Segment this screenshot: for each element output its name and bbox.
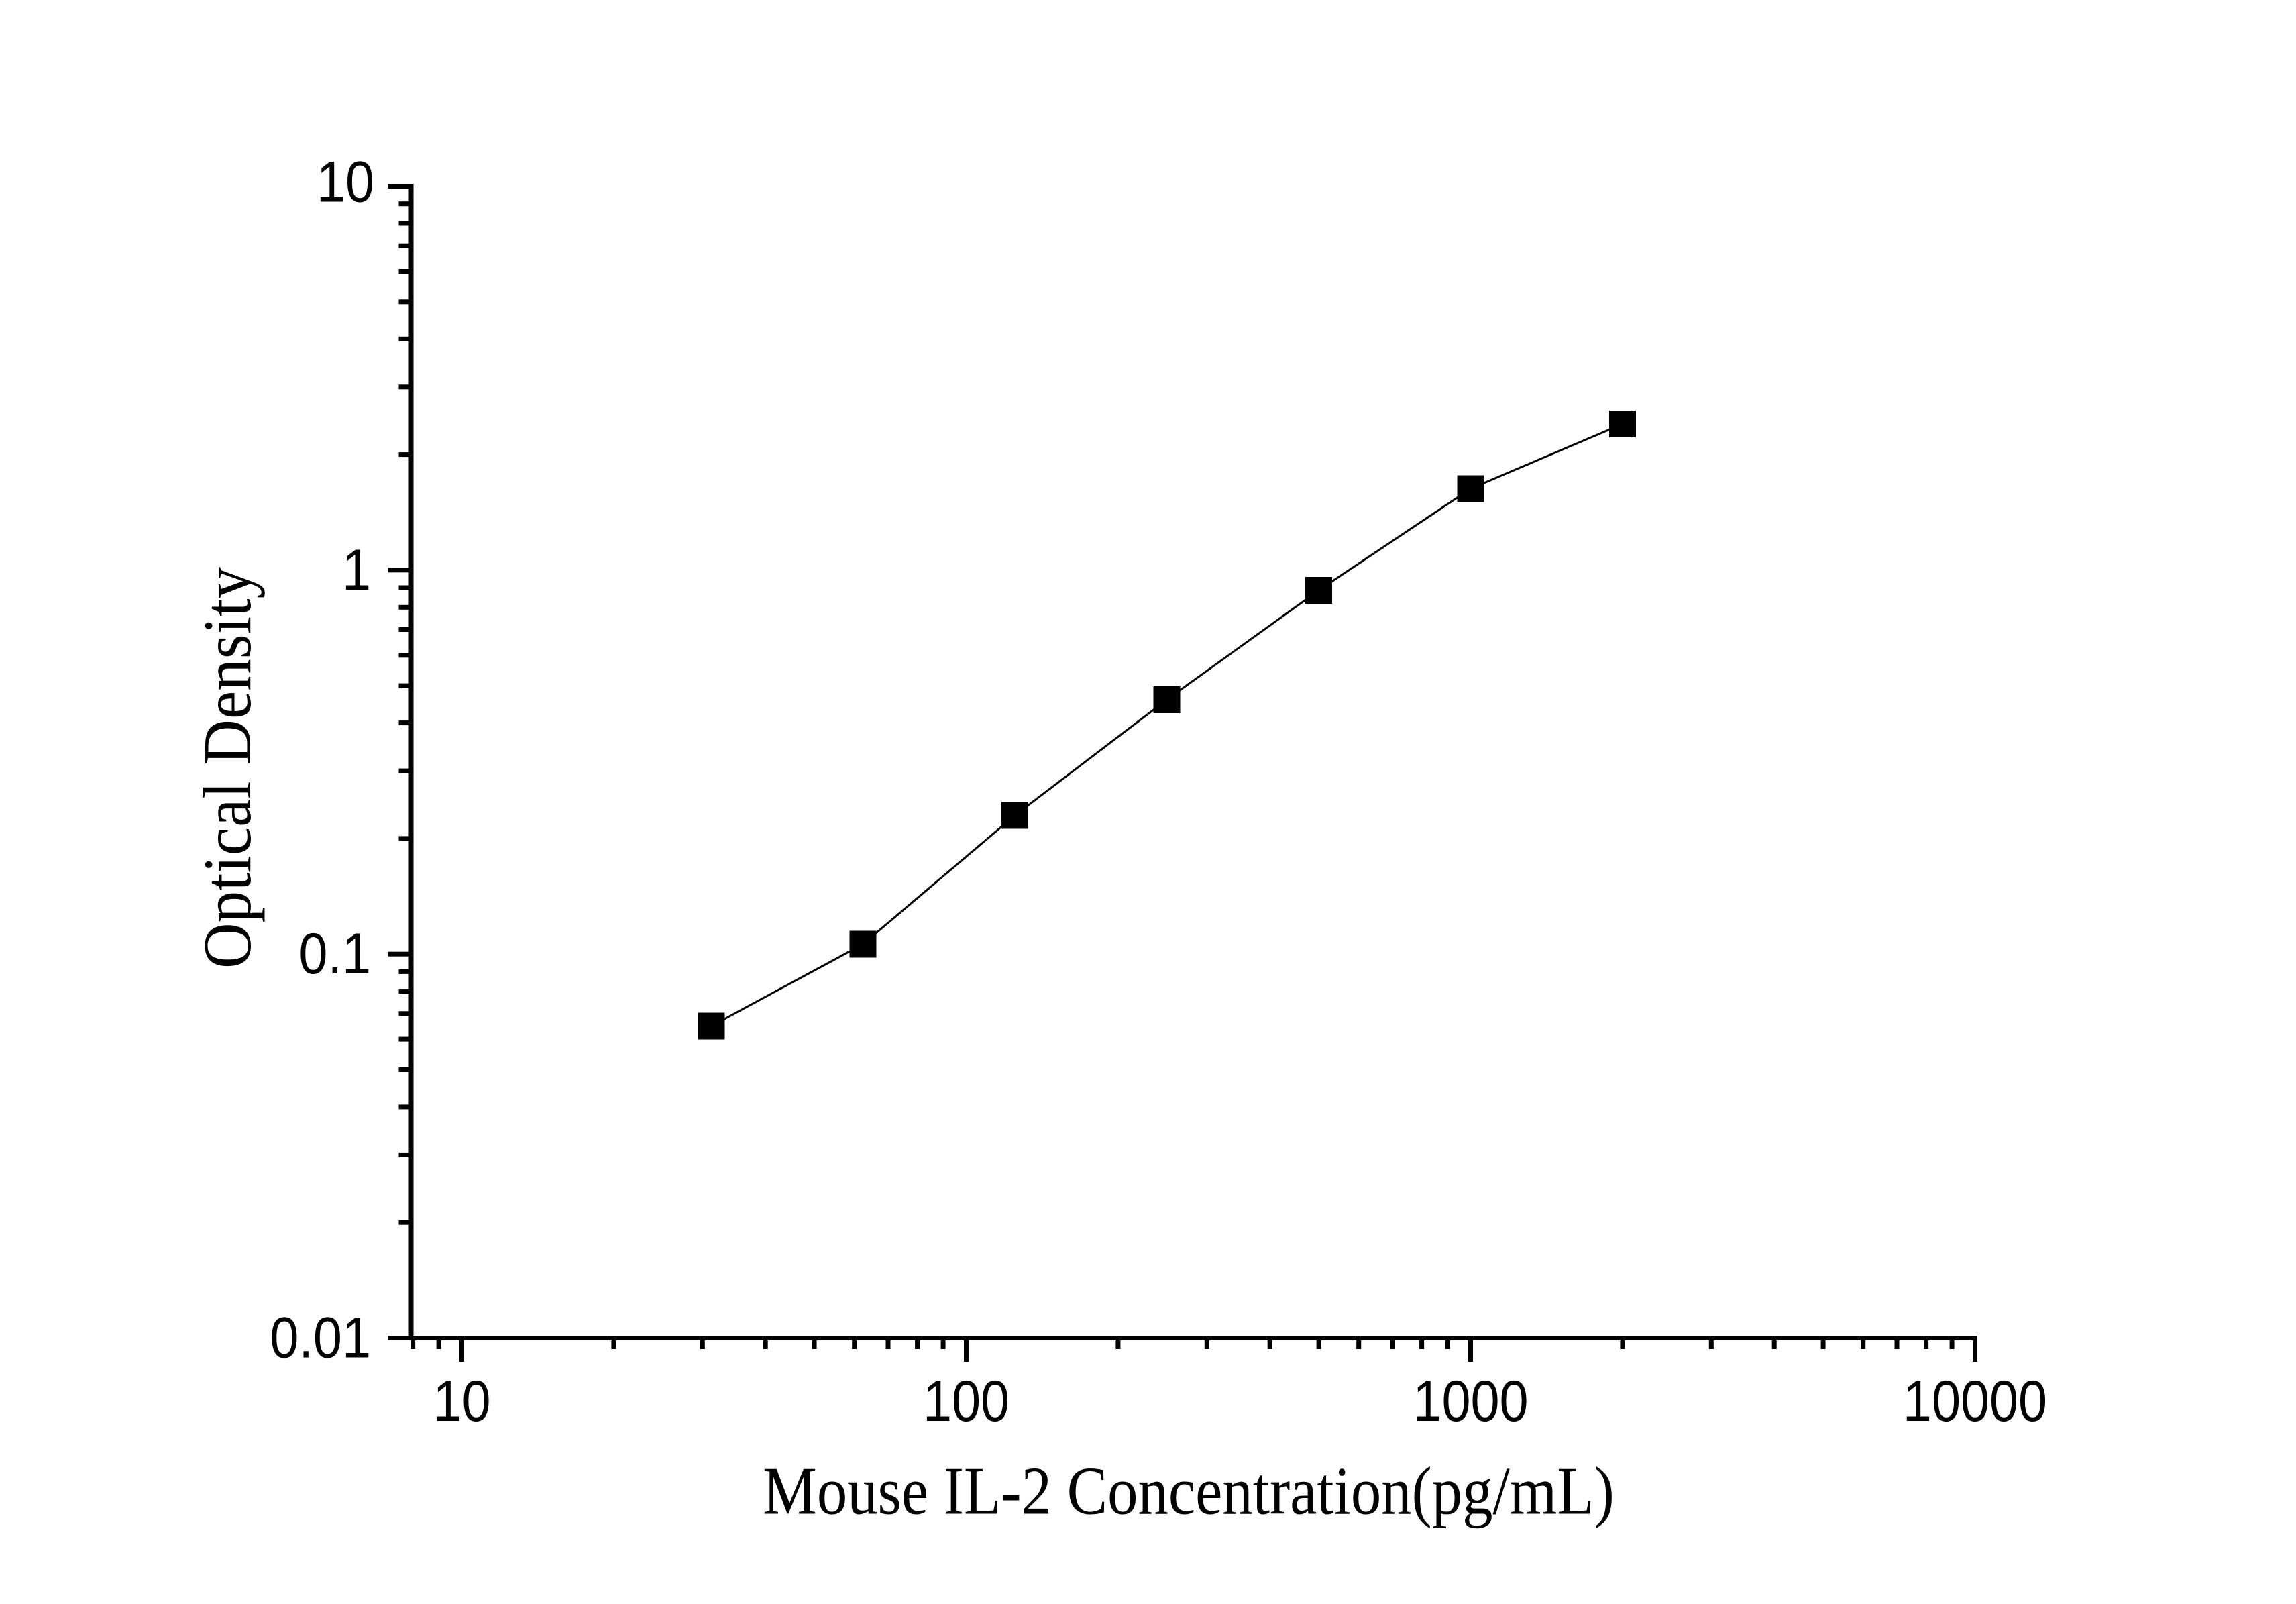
svg-text:Optical Density: Optical Density: [190, 567, 266, 969]
svg-text:100: 100: [923, 1369, 1009, 1434]
svg-text:10: 10: [433, 1369, 490, 1434]
svg-text:1000: 1000: [1413, 1369, 1528, 1434]
svg-text:0.1: 0.1: [298, 922, 371, 986]
svg-text:10000: 10000: [1903, 1369, 2047, 1434]
svg-text:0.01: 0.01: [270, 1306, 371, 1371]
svg-text:1: 1: [342, 538, 371, 602]
svg-text:Mouse IL-2 Concentration(pg/mL: Mouse IL-2 Concentration(pg/mL): [763, 1453, 1615, 1529]
svg-text:10: 10: [317, 150, 374, 215]
